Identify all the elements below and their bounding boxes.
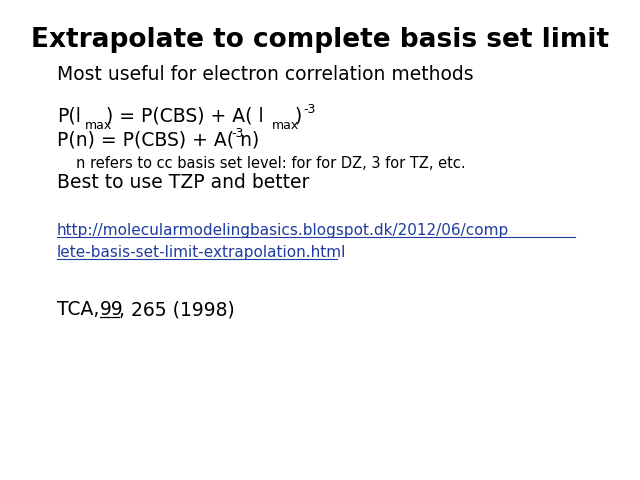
Text: Best to use TZP and better: Best to use TZP and better bbox=[57, 173, 309, 192]
Text: Extrapolate to complete basis set limit: Extrapolate to complete basis set limit bbox=[31, 27, 609, 53]
Text: max: max bbox=[84, 119, 112, 132]
Text: -3: -3 bbox=[231, 127, 243, 140]
Text: ): ) bbox=[295, 107, 302, 126]
Text: n refers to cc basis set level: for for DZ, 3 for TZ, etc.: n refers to cc basis set level: for for … bbox=[76, 156, 465, 171]
Text: TCA,: TCA, bbox=[57, 300, 105, 319]
Text: ) = P(CBS) + A( l: ) = P(CBS) + A( l bbox=[106, 107, 264, 126]
Text: Most useful for electron correlation methods: Most useful for electron correlation met… bbox=[57, 65, 474, 84]
Text: 99: 99 bbox=[100, 300, 124, 319]
Text: , 265 (1998): , 265 (1998) bbox=[118, 300, 234, 319]
Text: http://molecularmodelingbasics.blogspot.dk/2012/06/comp: http://molecularmodelingbasics.blogspot.… bbox=[57, 223, 509, 238]
Text: -3: -3 bbox=[303, 103, 316, 116]
Text: max: max bbox=[272, 119, 300, 132]
Text: P(l: P(l bbox=[57, 107, 81, 126]
Text: lete-basis-set-limit-extrapolation.html: lete-basis-set-limit-extrapolation.html bbox=[57, 245, 346, 260]
Text: P(n) = P(CBS) + A( n): P(n) = P(CBS) + A( n) bbox=[57, 131, 259, 150]
